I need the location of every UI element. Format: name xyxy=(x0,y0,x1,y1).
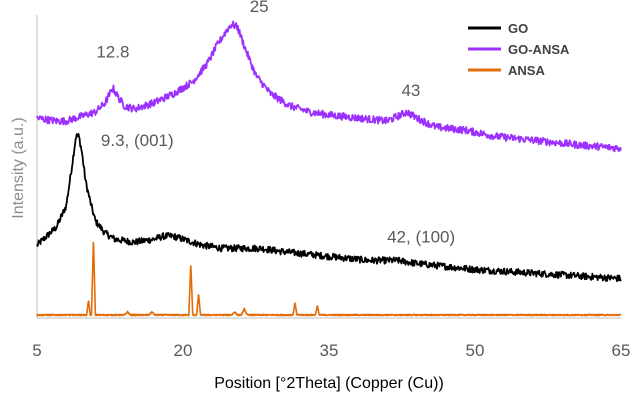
series-line-go-ansa xyxy=(36,20,622,153)
y-axis-title: Intensity (a.u.) xyxy=(10,117,27,218)
legend: GO GO-ANSA ANSA xyxy=(468,21,570,78)
peak-annotation: 25 xyxy=(250,0,269,16)
series-line-ansa xyxy=(36,241,622,317)
x-tick-label: 20 xyxy=(174,341,193,360)
x-tick-labels: 5 20 35 50 65 xyxy=(32,341,630,360)
legend-label-go: GO xyxy=(508,21,528,36)
x-tick-label: 65 xyxy=(612,341,631,360)
series-layer xyxy=(36,20,622,317)
x-axis-title: Position [°2Theta] (Copper (Cu)) xyxy=(214,375,444,392)
annotations: 12.8 25 43 9.3, (001) 42, (100) xyxy=(96,0,455,246)
x-tick-label: 5 xyxy=(32,341,41,360)
series-line-go xyxy=(36,132,622,283)
peak-annotation: 42, (100) xyxy=(387,227,455,246)
peak-annotation: 9.3, (001) xyxy=(101,131,174,150)
peak-annotation: 43 xyxy=(401,81,420,100)
x-tick-label: 35 xyxy=(320,341,339,360)
legend-label-ansa: ANSA xyxy=(508,63,545,78)
x-tick-label: 50 xyxy=(466,341,485,360)
peak-annotation: 12.8 xyxy=(96,43,129,62)
legend-label-go-ansa: GO-ANSA xyxy=(508,42,570,57)
